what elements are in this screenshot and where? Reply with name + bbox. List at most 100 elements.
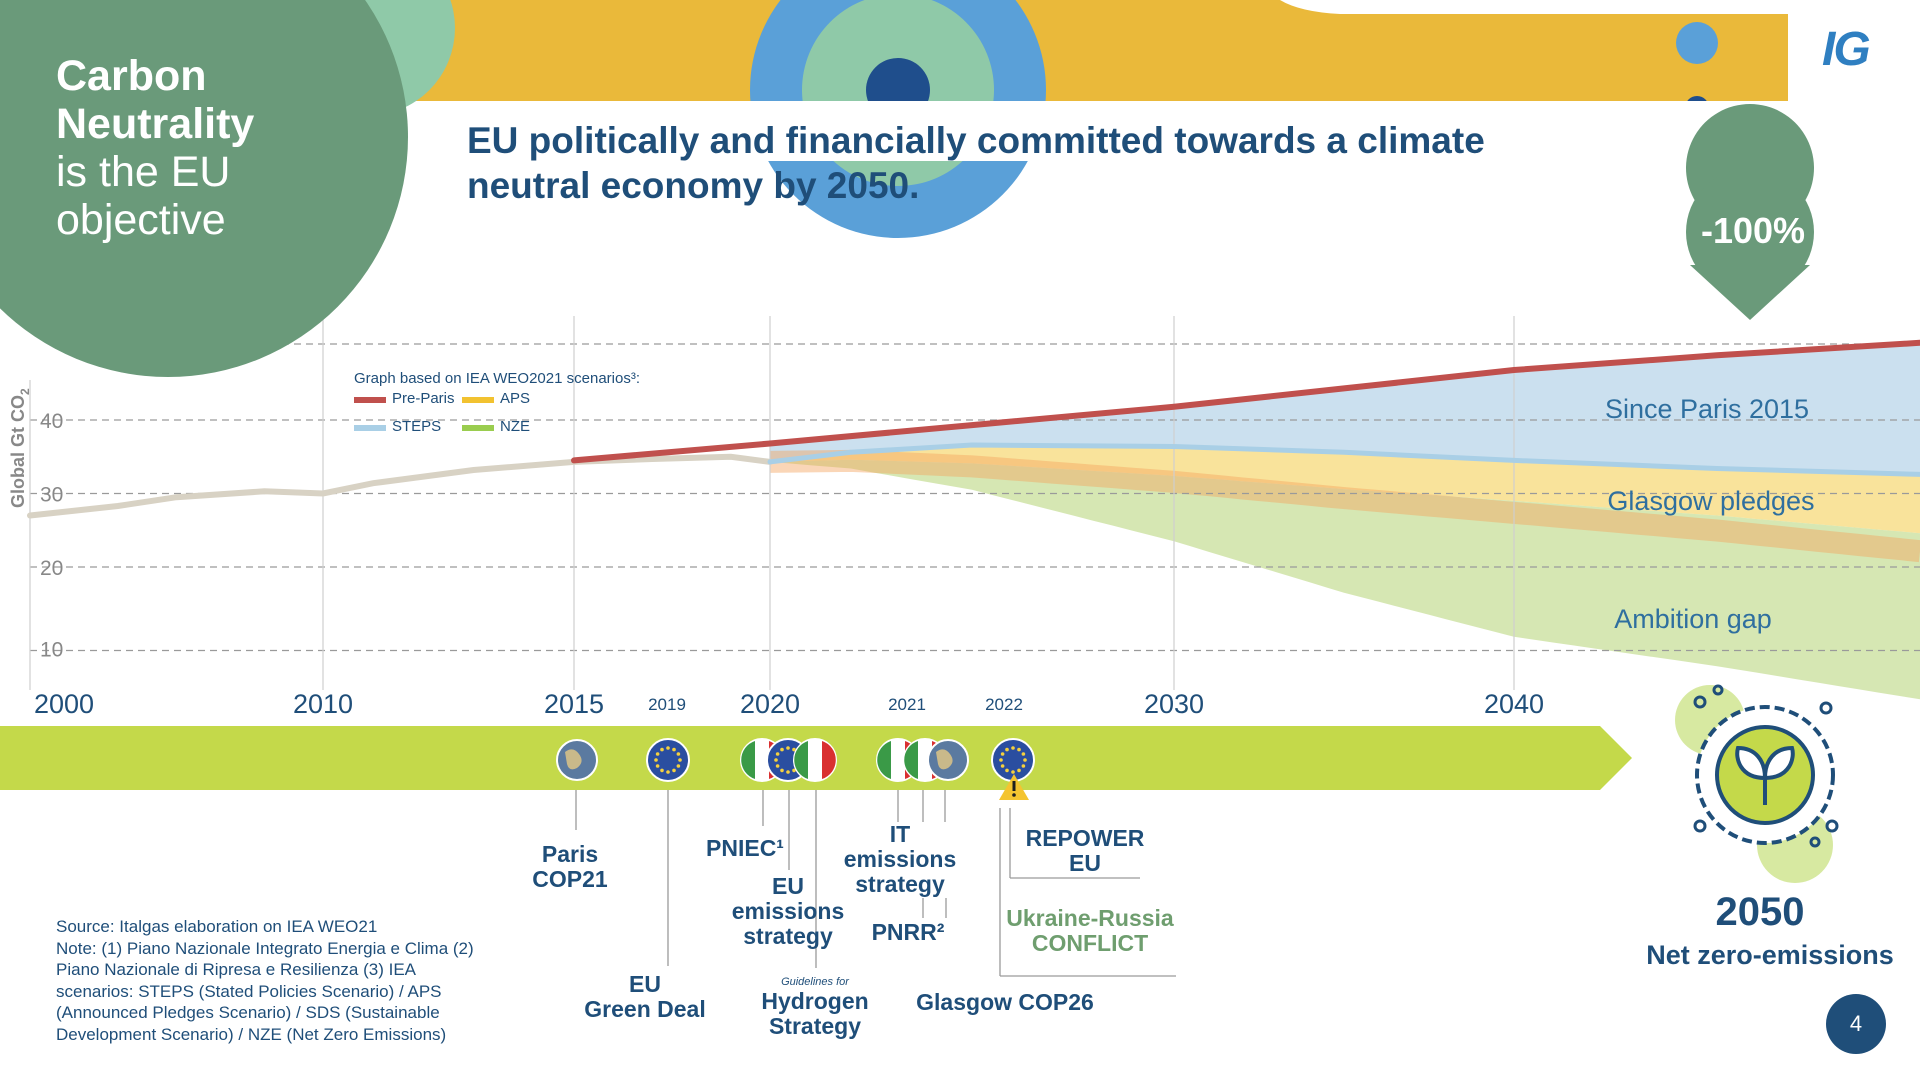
event-line: emissions <box>731 898 845 924</box>
y-axis-title: Global Gt CO2 <box>8 388 32 508</box>
emblem-bubble-2 <box>1712 684 1724 696</box>
eu-star <box>1023 758 1027 762</box>
eu-star <box>780 768 784 773</box>
eu-star <box>786 770 790 774</box>
source-line: scenarios: STEPS (Stated Policies Scenar… <box>56 981 442 1001</box>
source-line: (Announced Pledges Scenario) / SDS (Sust… <box>56 1003 440 1022</box>
blue-dot <box>1676 22 1718 64</box>
title-line-2: neutral economy by 2050. <box>467 165 920 206</box>
series-line-steps <box>767 442 1920 477</box>
eu-star <box>1000 752 1005 756</box>
page-number: 4 <box>1826 994 1886 1054</box>
banner-mask <box>600 101 1200 161</box>
it-green <box>794 741 808 779</box>
event-eu-emissions-strategy: EU emissions strategy <box>718 874 858 949</box>
eu-star <box>655 752 660 756</box>
it-green <box>741 741 755 779</box>
eu-star <box>1005 747 1009 752</box>
eu-star <box>1017 747 1021 752</box>
event-line: strategy <box>743 923 833 949</box>
marker-globe-2015 <box>556 739 598 781</box>
marker-globe-2021 <box>927 739 969 781</box>
circle-bold-2: Neutrality <box>56 100 255 148</box>
eu-star <box>1017 768 1021 773</box>
legend-title: Graph based on IEA WEO2021 scenarios³: <box>354 370 640 387</box>
event-repower-eu: REPOWER EU <box>1010 826 1160 876</box>
zone-label: Ambition gap <box>1614 604 1772 634</box>
event-pniec: PNIEC¹ <box>690 836 800 861</box>
net-zero-year: 2050 <box>1715 890 1805 934</box>
eu-star <box>786 746 790 750</box>
legend-swatch <box>462 397 494 403</box>
event-line: Paris <box>541 841 599 867</box>
event-line: PNRR² <box>871 919 945 945</box>
eu-disc <box>646 738 690 782</box>
event-line: Strategy <box>768 1013 862 1039</box>
emblem-bubble-4 <box>1693 819 1707 833</box>
legend-label: Pre-Paris <box>392 390 455 407</box>
source-note: Source: Italgas elaboration on IEA WEO21… <box>56 916 526 1045</box>
event-pnrr: PNRR² <box>858 920 958 945</box>
event-line: Glasgow COP26 <box>916 989 1094 1015</box>
source-line: Development Scenario) / NZE (Net Zero Em… <box>56 1024 447 1044</box>
banner-notch <box>1280 0 1788 14</box>
circle-line-3: is the EU <box>56 148 231 196</box>
legend-swatch <box>354 397 386 403</box>
legend: Graph based on IEA WEO2021 scenarios³: Pr… <box>354 370 640 435</box>
x-tick-label: 2000 <box>34 689 94 719</box>
title-circle <box>0 0 408 377</box>
badge-body <box>1686 168 1814 296</box>
event-line: strategy <box>855 871 945 897</box>
x-tick-label: 2020 <box>740 689 800 719</box>
source-line: Note: (1) Piano Nazionale Integrato Ener… <box>56 938 474 958</box>
event-hydrogen-strategy: Guidelines for Hydrogen Strategy <box>740 976 890 1039</box>
event-line: PNIEC¹ <box>706 835 784 861</box>
eu-star <box>654 758 658 762</box>
x-tick-label-small: 2019 <box>648 695 686 714</box>
event-small: Guidelines for <box>781 976 849 988</box>
globe-land <box>936 749 953 770</box>
title-circle-text: Carbon Neutrality is the EU objective <box>56 52 356 244</box>
eu-star <box>660 768 664 773</box>
x-tick-label: 2030 <box>1144 689 1204 719</box>
eu-star <box>774 758 778 762</box>
eu-star <box>1005 768 1009 773</box>
title-line-1: EU politically and financially committed… <box>467 120 1485 161</box>
zone-label: Glasgow pledges <box>1607 486 1814 516</box>
x-tick-label-small: 2022 <box>985 695 1023 714</box>
event-glasgow-cop26: Glasgow COP26 <box>905 990 1105 1015</box>
eu-star <box>792 747 796 752</box>
event-line: Ukraine-Russia <box>1006 905 1174 931</box>
eu-star <box>676 764 681 768</box>
emblem-bubble-3 <box>1819 701 1833 715</box>
y-tick-label: 10 <box>40 639 63 662</box>
y-tick-label: 40 <box>40 410 63 433</box>
eu-star <box>1011 770 1015 774</box>
it-green <box>877 741 891 779</box>
legend-label: STEPS <box>392 418 441 435</box>
x-tick-label-small: 2021 <box>888 695 926 714</box>
legend-swatch <box>462 425 494 431</box>
source-line: Piano Nazionale di Ripresa e Resilienza … <box>56 960 417 979</box>
event-line: COP21 <box>532 866 608 892</box>
eu-star <box>666 770 670 774</box>
legend-swatch <box>354 425 386 431</box>
event-line: emissions <box>843 846 957 872</box>
band-since-paris <box>770 342 1920 475</box>
emblem-bubble-5 <box>1825 819 1839 833</box>
eu-star <box>780 747 784 752</box>
eu-star <box>999 758 1003 762</box>
marker-eu-2022 <box>991 738 1035 782</box>
series-line-pre-paris <box>571 339 1920 464</box>
eu-star <box>1000 764 1005 768</box>
leaf-gear-icon <box>1675 684 1839 883</box>
y-tick-label: 30 <box>40 484 63 507</box>
reduction-badge: -100% <box>1700 210 1806 251</box>
marker-italy-2020b <box>793 738 837 782</box>
legend-label: APS <box>500 390 530 407</box>
net-zero-label: Net zero-emissions <box>1646 940 1894 970</box>
emblem-bubble-1 <box>1693 695 1707 709</box>
event-it-emissions-strategy: IT emissions strategy <box>830 822 970 897</box>
event-line: IT <box>889 821 911 847</box>
eu-star <box>1011 746 1015 750</box>
